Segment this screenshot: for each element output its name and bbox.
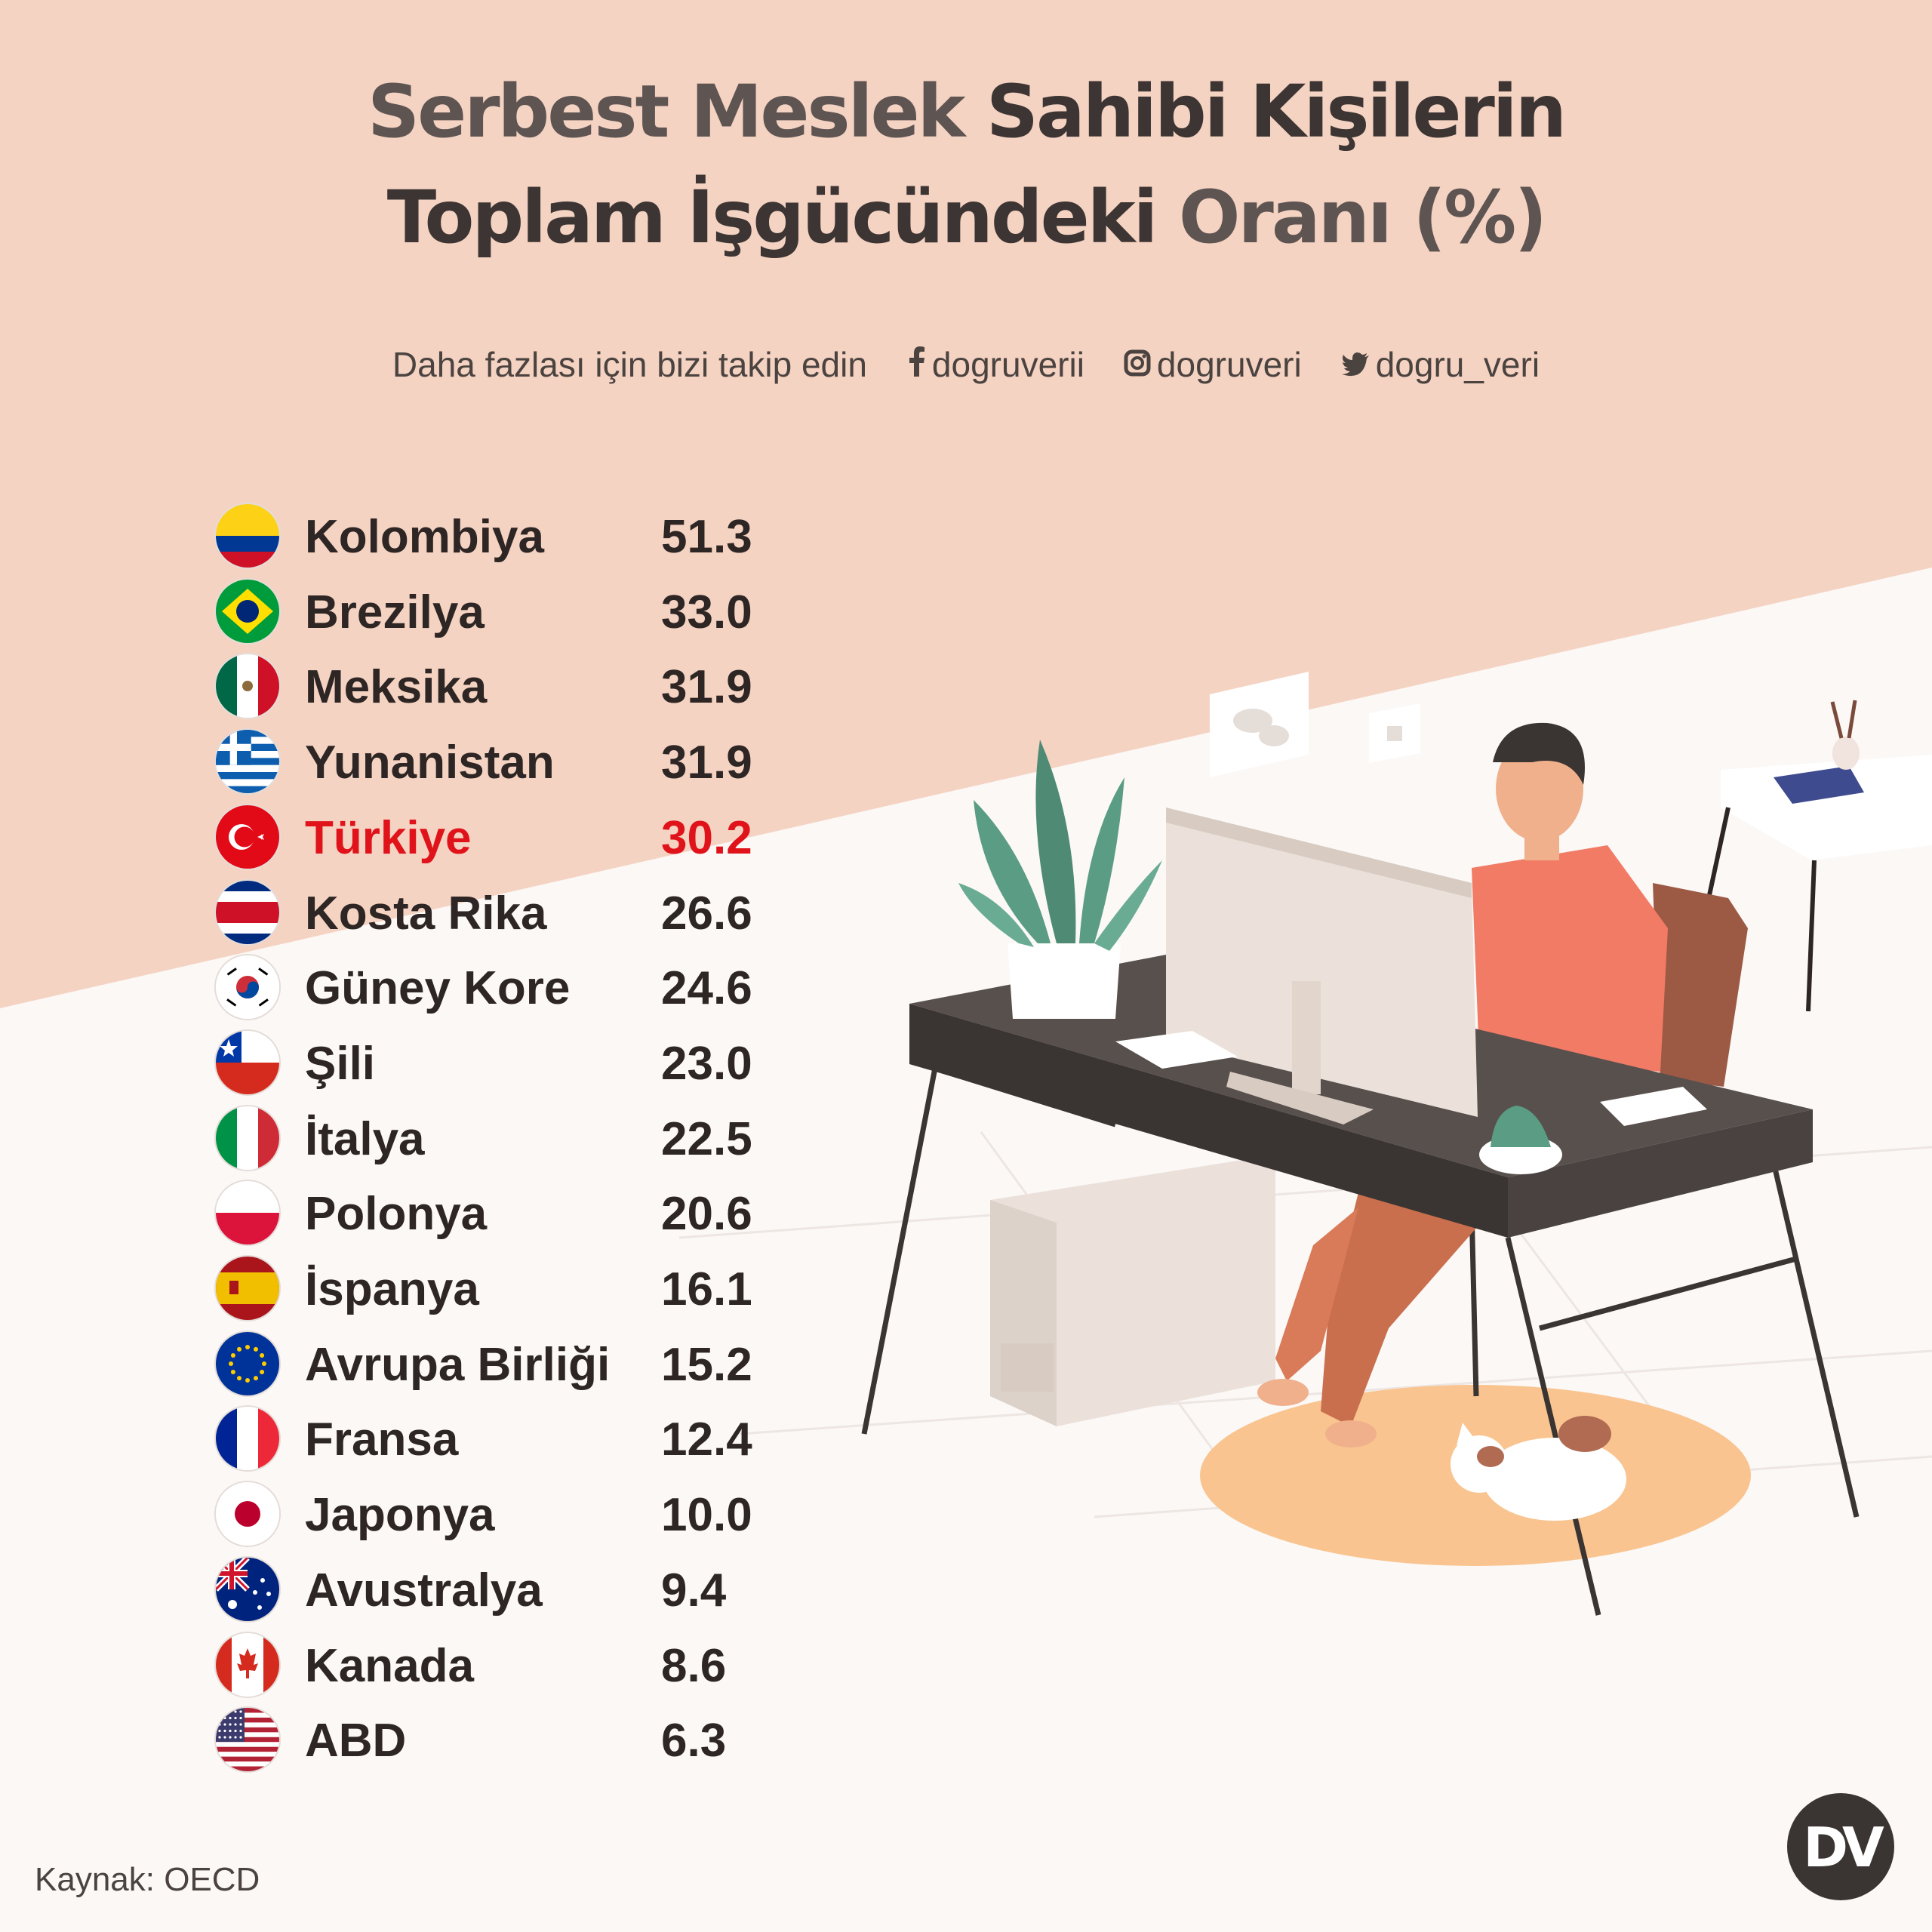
country-value: 51.3	[661, 511, 752, 563]
paper	[1115, 1031, 1238, 1069]
monitor	[1166, 808, 1478, 1124]
chile-flag-icon	[216, 1030, 279, 1094]
country-name: Güney Kore	[305, 962, 571, 1015]
country-value: 33.0	[661, 586, 752, 638]
facebook-icon[interactable]	[906, 344, 926, 385]
south-korea-flag-icon	[216, 955, 279, 1020]
table-row: Avrupa Birliği 15.2	[216, 1326, 789, 1401]
colombia-flag-icon	[216, 504, 279, 568]
title-part: Toplam İşgücündeki	[386, 175, 1158, 260]
country-name: Yunanistan	[305, 737, 555, 789]
country-name: Avrupa Birliği	[305, 1338, 611, 1391]
table-row: Meksika 31.9	[216, 648, 789, 724]
table-row: Şili 23.0	[216, 1025, 789, 1100]
turkey-flag-icon	[216, 804, 279, 869]
page-title-line1: Serbest Meslek Sahibi Kişilerin	[0, 69, 1932, 154]
person-legs	[1257, 1192, 1494, 1447]
country-value: 23.0	[661, 1037, 752, 1090]
table-row: Avustralya 9.4	[216, 1552, 789, 1627]
small-plant	[1479, 1106, 1562, 1174]
country-value: 24.6	[661, 962, 752, 1015]
country-value: 9.4	[661, 1564, 727, 1617]
greece-flag-icon	[216, 730, 279, 794]
phone	[1600, 1087, 1707, 1126]
country-value: 20.6	[661, 1188, 752, 1241]
wall-frames	[1210, 672, 1420, 777]
country-name: Şili	[305, 1037, 376, 1090]
country-name: Brezilya	[305, 586, 485, 638]
logo-text: DV	[1803, 1816, 1884, 1879]
country-value: 16.1	[661, 1263, 752, 1315]
chair	[1653, 883, 1748, 1087]
australia-flag-icon	[216, 1557, 279, 1621]
brazil-flag-icon	[216, 579, 279, 643]
japan-flag-icon	[216, 1482, 279, 1546]
cat	[1451, 1416, 1626, 1521]
country-name: Meksika	[305, 661, 488, 714]
person	[1472, 722, 1668, 1085]
twitter-handle[interactable]: dogru_veri	[1375, 345, 1540, 384]
table-row: ABD 6.3	[216, 1702, 789, 1777]
country-value: 31.9	[661, 661, 752, 714]
table-row: Polonya 20.6	[216, 1175, 789, 1251]
country-value: 12.4	[661, 1414, 752, 1466]
computer-tower	[990, 1155, 1275, 1426]
source-note: Kaynak: OECD	[35, 1861, 260, 1898]
country-name: Avustralya	[305, 1564, 543, 1617]
country-name: İspanya	[305, 1263, 479, 1315]
table-row: Kolombiya 51.3	[216, 498, 789, 574]
country-value: 22.5	[661, 1112, 752, 1165]
table-row: Fransa 12.4	[216, 1401, 789, 1476]
country-name: Polonya	[305, 1188, 488, 1241]
table-row: Güney Kore 24.6	[216, 949, 789, 1025]
costa-rica-flag-icon	[216, 880, 279, 944]
country-name: Türkiye	[305, 811, 472, 864]
title-part: Serbest Meslek	[367, 69, 966, 154]
canada-flag-icon	[216, 1632, 279, 1697]
country-value: 26.6	[661, 887, 752, 940]
poland-flag-icon	[216, 1181, 279, 1245]
mexico-flag-icon	[216, 654, 279, 718]
social-follow-bar: Daha fazlası için bizi takip edin dogruv…	[0, 344, 1932, 385]
plant	[958, 740, 1162, 1019]
table-row: İspanya 16.1	[216, 1251, 789, 1326]
usa-flag-icon	[216, 1708, 279, 1772]
country-name: Kolombiya	[305, 511, 544, 563]
italy-flag-icon	[216, 1106, 279, 1170]
table-row: Kanada 8.6	[216, 1627, 789, 1703]
country-name: Japonya	[305, 1489, 495, 1542]
table-row: Japonya 10.0	[216, 1476, 789, 1552]
country-value: 30.2	[661, 811, 752, 864]
country-value: 31.9	[661, 737, 752, 789]
table-row: Brezilya 33.0	[216, 574, 789, 649]
twitter-icon[interactable]	[1341, 344, 1370, 385]
country-name: Kosta Rika	[305, 887, 547, 940]
table-row: Yunanistan 31.9	[216, 724, 789, 799]
eu-flag-icon	[216, 1331, 279, 1395]
follow-text: Daha fazlası için bizi takip edin	[392, 345, 867, 384]
country-name: Fransa	[305, 1414, 459, 1466]
country-value: 15.2	[661, 1338, 752, 1391]
side-table	[1705, 700, 1932, 1012]
table-row: Türkiye 30.2	[216, 799, 789, 875]
country-value: 10.0	[661, 1489, 752, 1542]
page-title-line2: Toplam İşgücündeki Oranı (%)	[0, 175, 1932, 260]
facebook-handle[interactable]: dogruverii	[931, 345, 1084, 384]
table-row: Kosta Rika 26.6	[216, 875, 789, 950]
france-flag-icon	[216, 1407, 279, 1471]
country-name: Kanada	[305, 1639, 474, 1692]
title-part: Sahibi Kişilerin	[986, 69, 1567, 154]
country-value: 6.3	[661, 1715, 727, 1767]
instagram-icon[interactable]	[1124, 344, 1151, 385]
country-value: 8.6	[661, 1639, 727, 1692]
brand-logo: DV	[1787, 1793, 1894, 1900]
title-part: Oranı (%)	[1178, 175, 1547, 260]
table-row: İtalya 22.5	[216, 1100, 789, 1176]
instagram-handle[interactable]: dogruveri	[1156, 345, 1302, 384]
spain-flag-icon	[216, 1257, 279, 1320]
country-name: ABD	[305, 1715, 407, 1767]
country-name: İtalya	[305, 1112, 425, 1165]
